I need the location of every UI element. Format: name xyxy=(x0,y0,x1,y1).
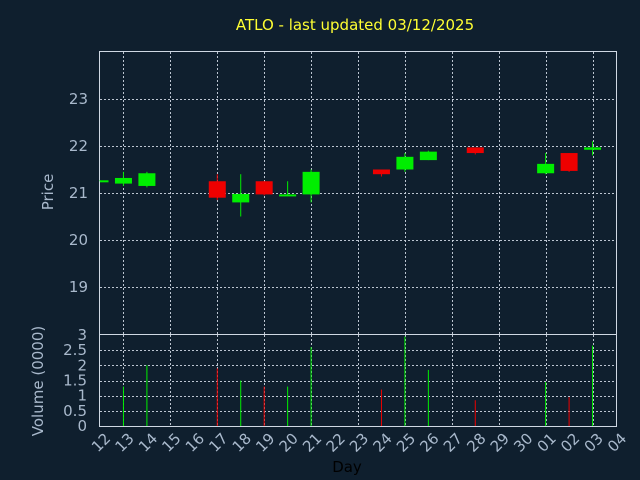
x-tick-label: 19 xyxy=(252,430,278,456)
x-tick-label: 15 xyxy=(158,430,184,456)
x-tick-label: 17 xyxy=(205,430,231,456)
x-tick-label: 30 xyxy=(510,430,536,456)
x-tick-label: 24 xyxy=(369,430,395,456)
candle-body xyxy=(372,169,390,175)
x-tick-label: 18 xyxy=(229,430,255,456)
x-tick-label: 21 xyxy=(299,430,325,456)
candle-body xyxy=(537,163,555,174)
price-tick-label: 23 xyxy=(69,90,88,108)
price-tick-label: 20 xyxy=(69,231,88,249)
x-tick-label: 03 xyxy=(581,430,607,456)
x-tick-label: 23 xyxy=(346,430,372,456)
volume-grid xyxy=(100,335,616,426)
x-tick-label: 27 xyxy=(440,430,466,456)
volume-bars xyxy=(122,336,594,426)
candle-body xyxy=(138,173,156,186)
x-tick-label: 20 xyxy=(276,430,302,456)
volume-tick-label: 1.5 xyxy=(63,372,87,390)
candle-body xyxy=(279,194,297,197)
price-axis-label: Price xyxy=(39,174,57,211)
candle-body xyxy=(208,181,226,198)
candles xyxy=(99,141,602,217)
volume-axis-label: Volume (0000) xyxy=(29,326,47,436)
x-tick-label: 26 xyxy=(416,430,442,456)
volume-y-ticks: 00.511.522.53 xyxy=(63,326,87,435)
x-tick-label: 29 xyxy=(487,430,513,456)
candle-body xyxy=(302,171,320,195)
x-tick-label: 12 xyxy=(88,430,114,456)
volume-tick-label: 2.5 xyxy=(63,341,87,359)
candle-body xyxy=(466,147,484,154)
x-tick-label: 28 xyxy=(463,430,489,456)
volume-tick-label: 2 xyxy=(77,356,87,374)
candle-body xyxy=(419,151,437,161)
candle-body xyxy=(560,153,578,171)
x-tick-label: 25 xyxy=(393,430,419,456)
volume-tick-label: 0 xyxy=(77,417,87,435)
volume-tick-label: 3 xyxy=(77,326,87,344)
candle-body xyxy=(255,181,273,195)
price-tick-label: 19 xyxy=(69,278,88,296)
x-tick-label: 01 xyxy=(534,430,560,456)
price-tick-label: 21 xyxy=(69,184,88,202)
candle-body xyxy=(584,147,602,150)
price-y-ticks: 19 20 21 22 23 xyxy=(69,90,88,296)
candle-body xyxy=(396,156,414,170)
x-tick-labels: 1213141516171819202122232425262728293001… xyxy=(88,430,630,456)
candle-body xyxy=(100,180,109,183)
volume-tick-label: 1 xyxy=(77,387,87,405)
x-tick-label: 14 xyxy=(135,430,161,456)
candle-body xyxy=(114,177,132,184)
chart-title: ATLO - last updated 03/12/2025 xyxy=(236,16,474,34)
price-grid xyxy=(100,52,616,334)
x-axis-label: Day xyxy=(332,458,362,476)
x-tick-label: 16 xyxy=(182,430,208,456)
candle-body xyxy=(232,193,250,203)
volume-tick-label: 0.5 xyxy=(63,402,87,420)
volume-panel-frame xyxy=(99,334,617,427)
x-tick-label: 13 xyxy=(111,430,137,456)
x-tick-label: 22 xyxy=(323,430,349,456)
price-tick-label: 22 xyxy=(69,137,88,155)
x-tick-label: 02 xyxy=(557,430,583,456)
x-tick-label: 04 xyxy=(604,430,630,456)
